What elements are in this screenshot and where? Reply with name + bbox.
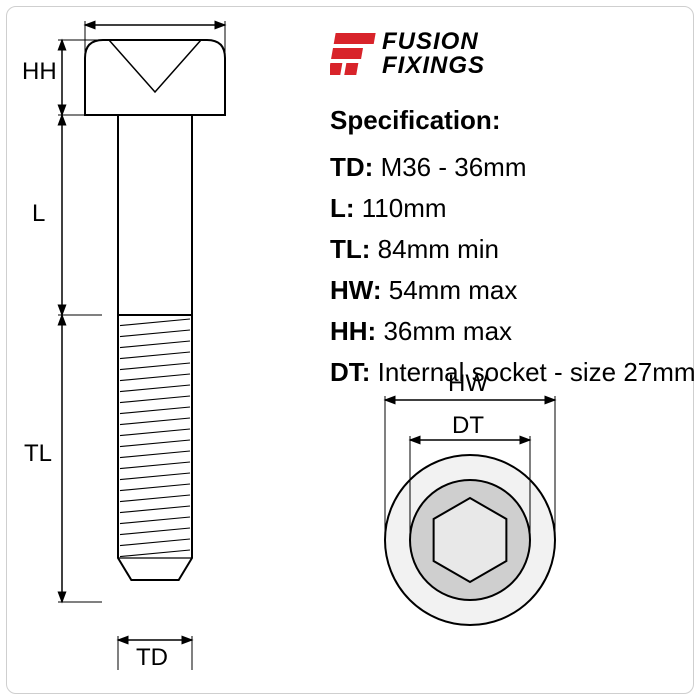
technical-drawing xyxy=(0,0,700,700)
bolt-side-view xyxy=(85,40,225,580)
